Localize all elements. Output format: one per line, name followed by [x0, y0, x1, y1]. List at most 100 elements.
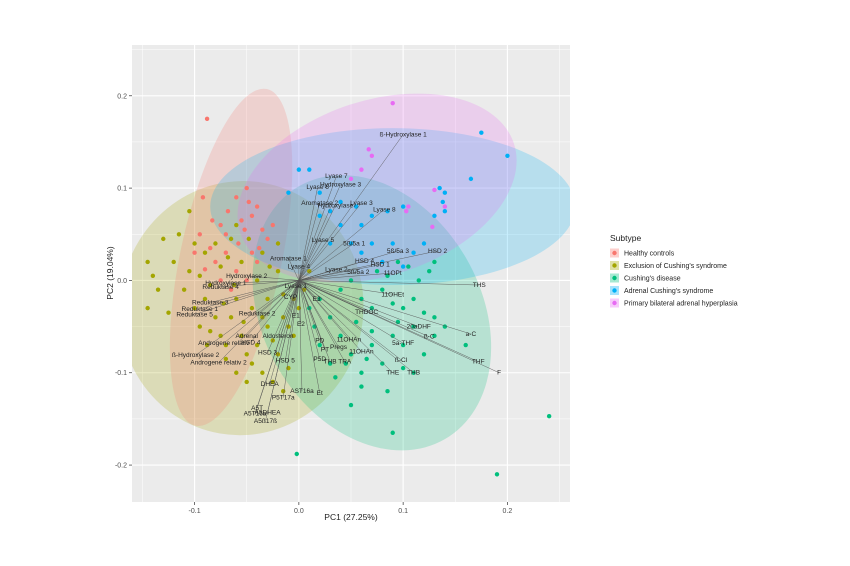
legend-key-point [612, 288, 617, 293]
data-point [468, 176, 474, 182]
data-point [317, 342, 322, 348]
legend-label: Healthy controls [624, 251, 675, 258]
data-point [359, 222, 364, 228]
loading-label: A5ß17ß [254, 418, 277, 425]
data-point [239, 259, 244, 265]
loading-label: DHEA [261, 381, 280, 388]
y-tick-label: 0.2 [117, 93, 127, 100]
loading-label: Lyase 7 [325, 173, 348, 180]
loading-label: ß-Hydroxylase 1 [379, 132, 427, 139]
data-point [145, 305, 150, 311]
legend-key-point [612, 300, 617, 306]
loading-label: THE [386, 370, 400, 377]
loading-arrow [269, 280, 300, 384]
data-point [390, 430, 395, 435]
loading-arrow [298, 280, 402, 360]
data-point [202, 250, 208, 255]
loading-label: HSD 4 [355, 258, 375, 265]
data-point [327, 361, 333, 366]
data-point [260, 250, 265, 255]
data-point [411, 324, 416, 329]
data-point [421, 241, 427, 246]
y-tick-label: 0.1 [117, 186, 127, 193]
y-tick-label: -0.1 [115, 370, 127, 377]
data-point [359, 250, 364, 255]
data-point [187, 208, 192, 214]
data-point [223, 342, 229, 348]
data-point [246, 199, 251, 205]
loading-arrow [298, 280, 345, 362]
data-point [463, 342, 468, 348]
loading-label: ß-Cl [395, 357, 408, 364]
data-point [267, 264, 272, 269]
loading-label: 20aDHF [407, 324, 431, 331]
loading-arrow [298, 280, 471, 335]
data-point [546, 413, 552, 419]
data-point [171, 259, 176, 265]
loading-label: THB [407, 370, 420, 377]
loading-label: HSD 4 [241, 339, 261, 346]
data-point [254, 259, 260, 265]
data-point [364, 356, 369, 362]
loading-label: Lyase 1 [284, 283, 307, 290]
data-point [213, 315, 218, 320]
loading-arrow [298, 269, 337, 281]
data-point [187, 268, 192, 274]
data-point [432, 259, 437, 265]
loading-label: Lyase 3 [350, 200, 373, 207]
loading-label: A5T16a [244, 410, 267, 417]
data-point [333, 375, 338, 380]
loading-arrow [298, 280, 480, 286]
loading-label: HSD 3 [258, 349, 278, 356]
data-point [176, 232, 182, 237]
data-point [192, 250, 197, 255]
data-point [494, 472, 500, 477]
legend-key-point [612, 275, 617, 281]
loading-arrow [298, 272, 393, 281]
loading-label: 5a-THF [392, 340, 414, 347]
data-point [244, 278, 249, 283]
loading-arrow [298, 280, 362, 352]
data-point [369, 342, 375, 348]
data-point [270, 379, 275, 385]
data-point [385, 273, 390, 279]
data-point [265, 236, 270, 242]
loading-arrow [220, 280, 299, 288]
loading-label: THS [473, 282, 487, 289]
loading-label: Pregs [330, 344, 348, 351]
loading-arrow [298, 280, 350, 340]
loading-label: 11OHAn [337, 337, 362, 344]
data-point [210, 218, 215, 223]
data-point [348, 176, 354, 182]
x-axis-ticks: -0.1 0.0 0.1 0.2 [189, 502, 512, 515]
data-point [369, 213, 375, 218]
data-point [406, 264, 411, 269]
y-axis-title: PC2 (19.04%) [105, 246, 115, 300]
loading-label: Lyase 2 [325, 266, 348, 273]
data-point [411, 250, 416, 255]
data-point [380, 361, 385, 366]
loading-arrow [246, 280, 300, 336]
loading-arrow [298, 176, 337, 281]
data-point [228, 315, 234, 320]
loading-label: 5ß/5a 2 [347, 269, 369, 276]
data-point [390, 333, 395, 339]
loading-label: F [497, 370, 501, 377]
loading-arrow [298, 280, 430, 337]
data-point [197, 273, 202, 279]
loading-arrow [298, 202, 320, 281]
loading-arrow [298, 280, 500, 373]
data-point [254, 278, 260, 283]
data-point [440, 199, 445, 205]
data-point [317, 190, 322, 195]
data-point [404, 208, 409, 214]
data-point [369, 153, 375, 158]
legend-entries: Healthy controls Exclusion of Cushing's s… [610, 248, 738, 308]
loading-label: HSD 1 [371, 262, 391, 269]
data-point [359, 296, 364, 302]
data-point [254, 342, 260, 348]
loading-label: 11OPt [384, 270, 402, 277]
loading-label: 11OHAn [349, 349, 374, 356]
